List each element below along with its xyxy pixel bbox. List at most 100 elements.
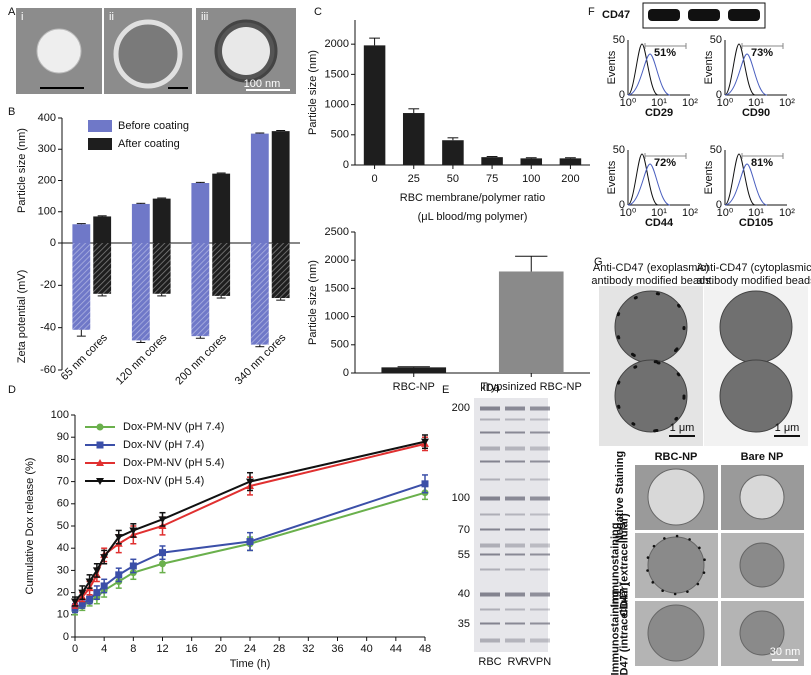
zeta-bar <box>191 243 210 337</box>
bead-label: Anti-CD47 (cytoplasmic) <box>697 262 811 274</box>
zeta-bar <box>72 243 91 330</box>
control-histogram <box>724 153 756 206</box>
x-tick-label: 16 <box>186 643 198 655</box>
error-bar <box>76 223 86 225</box>
gel-band <box>530 460 550 463</box>
x-tick-label: 200 <box>561 173 579 185</box>
blot-label: CD47 <box>602 9 630 21</box>
control-histogram <box>724 43 756 96</box>
image-label: i <box>21 11 23 23</box>
x-tick-label: 10¹ <box>651 97 667 109</box>
error-bar <box>195 336 205 339</box>
gold-dot <box>653 429 657 433</box>
marker <box>78 589 87 597</box>
x-tick-label: 25 <box>408 173 420 185</box>
y-tick-label: 80 <box>57 453 69 465</box>
gel-marker: 40 <box>458 588 470 600</box>
marker <box>92 567 101 575</box>
nanoparticle <box>647 536 705 594</box>
gold-dot <box>616 335 620 339</box>
nanoparticle <box>739 542 785 588</box>
series-line <box>74 442 426 605</box>
error-bar <box>157 293 167 297</box>
gel-band <box>505 406 525 411</box>
bar <box>131 203 150 243</box>
gold-dot <box>617 312 621 316</box>
x-axis-label: RBC membrane/polymer ratio <box>400 192 546 204</box>
gel-band <box>480 543 500 548</box>
bead <box>614 290 688 364</box>
bar <box>442 140 464 165</box>
row-label: Immunostaining <box>609 523 621 608</box>
gold-dot <box>677 304 681 308</box>
y-tick-label: 0 <box>716 89 722 101</box>
blot-band <box>648 9 680 21</box>
row-label: Immunostaining <box>609 591 621 675</box>
bar <box>152 198 171 243</box>
x-axis-label: Time (h) <box>230 658 271 670</box>
gold-dot <box>696 582 700 586</box>
y-tick-label: 300 <box>38 143 56 155</box>
error-bar <box>369 37 380 46</box>
gel-band <box>480 446 500 451</box>
legend-label: Dox-NV (pH 7.4) <box>123 439 204 451</box>
error-bar <box>565 157 576 159</box>
bar <box>520 158 543 165</box>
y2-tick-label: -60 <box>40 364 56 376</box>
legend-swatch <box>88 138 112 150</box>
gate-percent: 81% <box>751 157 773 169</box>
x-tick-label: 75 <box>486 173 498 185</box>
x-tick-label: 10¹ <box>748 97 764 109</box>
gel-marker: 70 <box>458 524 470 536</box>
gold-dot <box>656 292 660 296</box>
gate-percent: 73% <box>751 47 773 59</box>
gold-dot <box>673 349 677 353</box>
error-bar <box>195 181 205 183</box>
marker <box>159 560 166 568</box>
vesicle <box>36 28 82 74</box>
gel-marker: 200 <box>452 402 470 414</box>
x-tick-label: 40 <box>361 643 373 655</box>
stained-histogram <box>627 163 671 206</box>
gel-marker: 55 <box>458 549 470 561</box>
core <box>222 27 270 75</box>
y-tick-label: 0 <box>63 631 69 643</box>
x-tick-label: 8 <box>130 643 136 655</box>
y-tick-label: 10 <box>57 609 69 621</box>
error-bar <box>216 172 226 174</box>
scale-label: 1 μm <box>775 422 800 434</box>
gel-band <box>480 622 500 625</box>
gel-band <box>505 460 525 463</box>
x-tick-label: 10¹ <box>651 207 667 219</box>
gel-band <box>505 513 525 516</box>
error-bar <box>136 202 146 204</box>
bar <box>402 113 425 165</box>
y-tick-label: 60 <box>57 498 69 510</box>
gel-band <box>480 431 500 434</box>
gel-band <box>480 478 500 481</box>
x-tick-label: 44 <box>390 643 402 655</box>
y-tick-label: 500 <box>331 339 349 351</box>
error-bar <box>408 108 420 114</box>
zeta-bar <box>131 243 150 341</box>
nanoparticle <box>739 610 785 656</box>
legend-swatch <box>88 120 112 132</box>
zeta-bar <box>93 243 112 294</box>
control-histogram <box>627 153 659 206</box>
y-axis-label: Events <box>606 160 618 194</box>
y-tick-label: 20 <box>57 587 69 599</box>
bead <box>614 359 688 433</box>
gel-band <box>530 446 550 451</box>
y-tick-label: 1000 <box>325 98 349 110</box>
marker <box>85 578 94 586</box>
x-tick-label: Trypsinized RBC-NP <box>481 381 582 393</box>
panel-letter: F <box>588 6 595 18</box>
x-tick-label: 200 nm cores <box>173 331 229 387</box>
x-tick-label: 50 <box>447 173 459 185</box>
blot-band <box>688 9 720 21</box>
marker <box>78 600 86 608</box>
x-tick-label: 100 <box>522 173 540 185</box>
bar <box>72 224 91 243</box>
image-label: ii <box>109 11 114 23</box>
marker <box>129 562 137 570</box>
